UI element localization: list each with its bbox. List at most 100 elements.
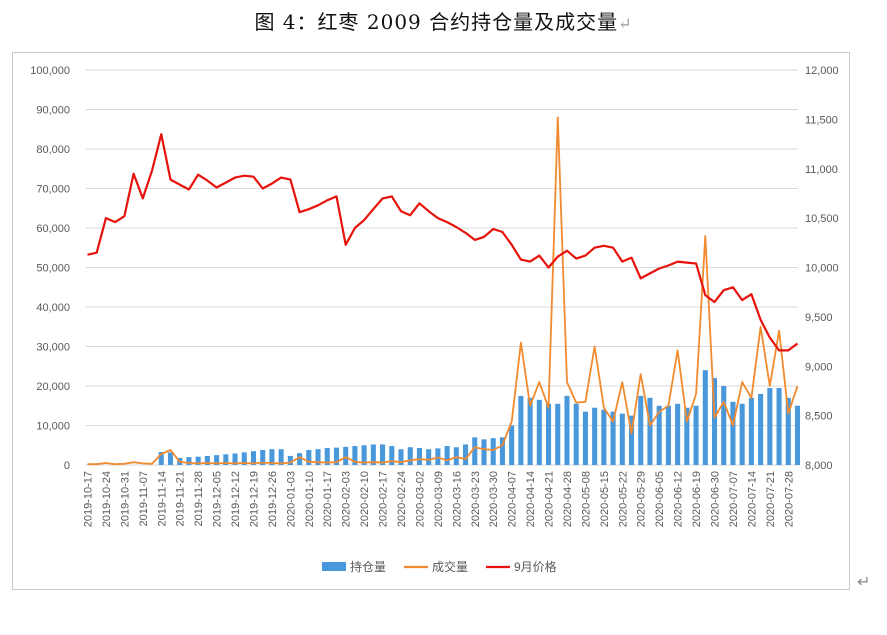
x-tick-label: 2020-05-22	[617, 471, 629, 527]
bar-open-interest	[555, 403, 561, 465]
legend-label-open-interest: 持仓量	[350, 559, 386, 574]
bar-open-interest	[472, 437, 478, 465]
bar-open-interest	[398, 449, 404, 465]
bar-open-interest	[776, 387, 782, 465]
left-tick-label: 20,000	[36, 381, 70, 393]
x-tick-label: 2020-07-28	[783, 471, 795, 527]
bar-open-interest	[453, 447, 459, 465]
figure-caption: 图 4：红枣 2009 合约持仓量及成交量↵	[0, 6, 887, 35]
caption-text: 图 4：红枣 2009 合约持仓量及成交量	[254, 10, 619, 34]
bar-open-interest	[297, 453, 303, 465]
left-tick-label: 90,000	[36, 105, 70, 117]
legend-swatch-open-interest	[322, 562, 346, 571]
bar-open-interest	[204, 455, 210, 465]
right-tick-label: 8,000	[805, 460, 833, 472]
bar-open-interest	[167, 452, 174, 465]
x-tick-label: 2019-11-28	[193, 471, 205, 526]
x-tick-label: 2020-07-21	[765, 471, 777, 527]
x-tick-label: 2020-01-03	[285, 471, 297, 527]
bar-open-interest	[380, 444, 386, 465]
bar-open-interest	[158, 451, 164, 465]
legend-label-volume: 成交量	[432, 559, 468, 574]
x-tick-label: 2019-10-31	[119, 471, 131, 527]
bar-open-interest	[739, 403, 745, 465]
bar-open-interest	[628, 415, 635, 465]
x-tick-label: 2020-03-30	[488, 471, 500, 527]
bar-open-interest	[675, 403, 681, 465]
bar-open-interest	[352, 446, 358, 465]
x-tick-label: 2019-12-19	[248, 471, 260, 527]
x-tick-label: 2020-04-07	[507, 471, 519, 527]
left-tick-label: 30,000	[36, 342, 70, 354]
x-tick-label: 2019-12-26	[267, 471, 279, 527]
x-tick-label: 2020-02-17	[378, 471, 390, 527]
left-tick-label: 10,000	[36, 421, 70, 433]
bar-open-interest	[241, 452, 247, 465]
bar-open-interest	[638, 395, 644, 465]
bar-open-interest	[407, 447, 413, 465]
bar-open-interest	[748, 397, 754, 465]
bar-open-interest	[389, 446, 395, 465]
left-tick-label: 50,000	[36, 263, 70, 275]
x-tick-label: 2020-04-28	[562, 471, 574, 527]
return-mark: ↵	[618, 14, 633, 33]
x-tick-label: 2019-12-05	[212, 471, 224, 527]
bar-open-interest	[656, 405, 662, 465]
left-tick-label: 70,000	[36, 184, 70, 196]
x-tick-label: 2020-05-15	[599, 471, 611, 527]
x-tick-label: 2020-03-16	[451, 471, 463, 527]
x-tick-label: 2020-04-14	[525, 471, 537, 527]
bar-open-interest	[195, 456, 201, 465]
line-price-september	[87, 133, 799, 352]
bar-open-interest	[232, 453, 238, 465]
bar-open-interest	[269, 449, 275, 465]
left-tick-label: 80,000	[36, 144, 70, 156]
x-tick-label: 2019-12-12	[230, 471, 242, 527]
bar-open-interest	[509, 425, 515, 465]
bar-open-interest	[186, 457, 192, 465]
bar-open-interest	[758, 393, 764, 465]
right-axis-labels: 8,000 8,500 9,000 9,500 10,000 10,500 11,000 11…	[805, 65, 839, 472]
bar-open-interest	[315, 449, 321, 465]
line-series	[87, 116, 799, 466]
bar-open-interest	[610, 411, 616, 465]
x-tick-label: 2020-05-29	[636, 471, 648, 527]
x-tick-label: 2020-01-10	[304, 471, 316, 527]
bar-open-interest	[499, 437, 505, 465]
left-axis-labels: 0 10,000 20,000 30,000 40,000 50,000 60,000 70,…	[30, 65, 70, 472]
x-tick-label: 2020-06-12	[673, 471, 685, 527]
bar-open-interest	[426, 449, 432, 465]
bar-open-interest	[214, 455, 220, 465]
bar-open-interest	[721, 386, 727, 465]
right-tick-label: 8,500	[805, 411, 833, 423]
bar-open-interest	[564, 395, 570, 465]
bar-open-interest	[324, 448, 330, 465]
x-tick-label: 2020-07-14	[746, 471, 758, 527]
bar-open-interest	[490, 438, 496, 465]
bar-open-interest	[693, 405, 699, 465]
bar-open-interest	[333, 447, 339, 465]
bar-open-interest	[287, 455, 293, 465]
right-tick-label: 9,000	[805, 361, 833, 373]
right-tick-label: 12,000	[805, 65, 839, 77]
right-tick-label: 9,500	[805, 312, 833, 324]
bar-open-interest	[527, 397, 533, 465]
left-tick-label: 0	[64, 460, 70, 472]
x-tick-label: 2020-06-19	[691, 471, 703, 527]
line-volume	[87, 116, 799, 466]
bar-open-interest	[711, 378, 718, 465]
bar-open-interest	[416, 448, 422, 465]
bar-open-interest	[481, 439, 487, 465]
bar-open-interest	[794, 405, 801, 465]
right-tick-label: 11,500	[805, 114, 838, 126]
x-tick-label: 2020-04-21	[544, 471, 556, 527]
gridlines	[86, 69, 798, 466]
right-tick-label: 11,000	[805, 164, 838, 176]
bar-open-interest	[361, 445, 367, 465]
bar-open-interest	[518, 395, 524, 465]
right-tick-label: 10,000	[805, 263, 839, 275]
right-tick-label: 10,500	[805, 213, 839, 225]
bar-open-interest	[619, 413, 625, 465]
bar-open-interest	[536, 399, 542, 465]
legend-label-price: 9月价格	[514, 559, 557, 574]
